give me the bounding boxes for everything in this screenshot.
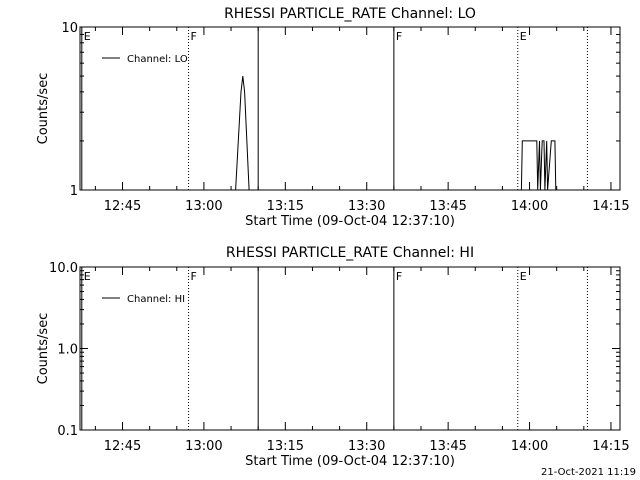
- panel-1-legend-label: Channel: LO: [127, 54, 188, 65]
- panel-2-annotation-label: F: [191, 270, 197, 283]
- panel-2-y-tick-label: 10.0: [49, 261, 78, 276]
- panel-1-series-line: [235, 76, 557, 191]
- panel-1-x-axis-label: Start Time (09-Oct-04 12:37:10): [245, 214, 455, 229]
- panel-1-x-tick-label: 12:45: [104, 199, 141, 214]
- panel-2-x-tick-label: 13:45: [429, 439, 466, 454]
- panel-1-y-tick-label: 1: [70, 184, 78, 199]
- panel-2-title: RHESSI PARTICLE_RATE Channel: HI: [226, 245, 474, 261]
- panel-2-y-tick-label: 1.0: [57, 343, 78, 358]
- panel-2-legend-label: Channel: HI: [127, 294, 185, 305]
- panel-1-x-tick-label: 13:30: [348, 199, 385, 214]
- panel-2-x-tick-label: 13:00: [185, 439, 222, 454]
- panel-1-x-tick-label: 14:15: [592, 199, 629, 214]
- panel-2-y-axis-label: Counts/sec: [36, 313, 51, 385]
- panel-1-annotation-label: F: [191, 30, 197, 43]
- footer-timestamp: 21-Oct-2021 11:19: [541, 467, 636, 478]
- panel-1-x-tick-label: 13:15: [267, 199, 304, 214]
- panel-2-x-tick-label: 14:00: [511, 439, 548, 454]
- panel-1-title: RHESSI PARTICLE_RATE Channel: LO: [224, 6, 476, 22]
- panel-2-annotation-label: E: [520, 270, 527, 283]
- panel-2-annotation-label: F: [396, 270, 402, 283]
- panel-2-x-tick-label: 12:45: [104, 439, 141, 454]
- panel-2-x-tick-label: 14:15: [592, 439, 629, 454]
- panel-1-annotation-label: E: [520, 30, 527, 43]
- panel-1-annotation-label: F: [396, 30, 402, 43]
- panel-2-annotation-label: E: [84, 270, 91, 283]
- panel-1-annotation-label: E: [84, 30, 91, 43]
- panel-2-x-axis-label: Start Time (09-Oct-04 12:37:10): [245, 454, 455, 469]
- panel-2-y-tick-label: 0.1: [57, 424, 78, 439]
- panel-2-x-tick-label: 13:30: [348, 439, 385, 454]
- panel-1-x-tick-label: 14:00: [511, 199, 548, 214]
- panel-1-x-tick-label: 13:00: [185, 199, 222, 214]
- panel-1-x-tick-label: 13:45: [429, 199, 466, 214]
- panel-1-y-tick-label: 10: [61, 21, 78, 36]
- panel-1-y-axis-label: Counts/sec: [36, 73, 51, 145]
- panel-2-x-tick-label: 13:15: [267, 439, 304, 454]
